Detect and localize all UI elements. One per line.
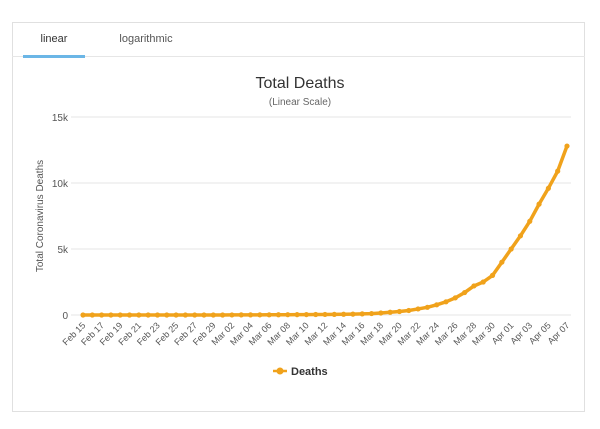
- data-point[interactable]: [247, 312, 254, 318]
- data-point[interactable]: [378, 310, 384, 316]
- data-point[interactable]: [117, 312, 123, 318]
- data-point[interactable]: [564, 143, 570, 149]
- y-tick-label: 15k: [52, 113, 69, 124]
- data-point[interactable]: [313, 311, 319, 318]
- data-point[interactable]: [499, 259, 505, 265]
- data-point[interactable]: [350, 311, 356, 317]
- data-point[interactable]: [257, 312, 263, 318]
- y-tick-label: 10k: [52, 179, 69, 190]
- data-point[interactable]: [285, 312, 291, 318]
- data-point[interactable]: [99, 312, 105, 318]
- data-point[interactable]: [396, 308, 403, 315]
- legend-label: Deaths: [291, 366, 328, 378]
- data-point[interactable]: [220, 312, 226, 318]
- data-point[interactable]: [266, 312, 272, 318]
- data-point[interactable]: [424, 304, 430, 310]
- data-point[interactable]: [480, 279, 486, 285]
- data-point[interactable]: [406, 307, 412, 314]
- data-point[interactable]: [210, 312, 216, 318]
- y-axis-title: Total Coronavirus Deaths: [35, 160, 46, 272]
- data-point[interactable]: [154, 312, 161, 318]
- data-point[interactable]: [145, 312, 151, 318]
- chart-panel: [12, 22, 585, 412]
- data-point[interactable]: [136, 312, 142, 318]
- data-point[interactable]: [229, 312, 235, 318]
- legend-swatch-marker: [276, 367, 284, 375]
- data-point[interactable]: [182, 312, 188, 318]
- data-point[interactable]: [331, 311, 337, 317]
- series-points: [80, 143, 570, 318]
- tab-logarithmic[interactable]: logarithmic: [119, 33, 173, 45]
- tab-linear[interactable]: linear: [40, 33, 68, 45]
- data-point[interactable]: [303, 311, 309, 318]
- data-point[interactable]: [275, 312, 282, 318]
- data-point[interactable]: [527, 218, 533, 224]
- data-point[interactable]: [294, 312, 300, 318]
- data-point[interactable]: [508, 246, 514, 252]
- data-point[interactable]: [126, 312, 133, 318]
- y-axis-ticks: 0 5k 10k 15k: [52, 113, 69, 322]
- active-tab-indicator: [23, 55, 85, 58]
- data-point[interactable]: [545, 185, 551, 191]
- data-point[interactable]: [173, 312, 179, 318]
- data-point[interactable]: [489, 272, 496, 278]
- data-point[interactable]: [517, 233, 524, 239]
- data-point[interactable]: [443, 299, 449, 305]
- y-tick-label: 5k: [57, 245, 69, 256]
- data-point[interactable]: [238, 312, 244, 318]
- data-point[interactable]: [80, 312, 86, 318]
- series-line-deaths: [81, 144, 569, 317]
- data-point[interactable]: [89, 312, 95, 318]
- data-point[interactable]: [192, 312, 198, 318]
- data-point[interactable]: [434, 302, 440, 308]
- data-point[interactable]: [452, 295, 458, 301]
- data-point[interactable]: [471, 283, 477, 289]
- data-point[interactable]: [536, 201, 542, 207]
- grid: [71, 116, 571, 316]
- chart-title: Total Deaths: [256, 75, 345, 92]
- data-point[interactable]: [164, 312, 170, 318]
- data-point[interactable]: [387, 309, 393, 315]
- data-point[interactable]: [415, 306, 421, 312]
- data-point[interactable]: [341, 311, 347, 317]
- data-point[interactable]: [555, 168, 561, 174]
- data-point[interactable]: [201, 312, 207, 318]
- data-point[interactable]: [108, 312, 114, 318]
- y-tick-label: 0: [62, 311, 68, 322]
- data-point[interactable]: [462, 289, 468, 296]
- data-point[interactable]: [368, 310, 375, 317]
- chart-subtitle: (Linear Scale): [269, 97, 331, 108]
- data-point[interactable]: [322, 311, 328, 318]
- legend[interactable]: Deaths: [273, 366, 328, 378]
- data-point[interactable]: [359, 311, 365, 317]
- scale-tabs: linear logarithmic: [12, 22, 585, 57]
